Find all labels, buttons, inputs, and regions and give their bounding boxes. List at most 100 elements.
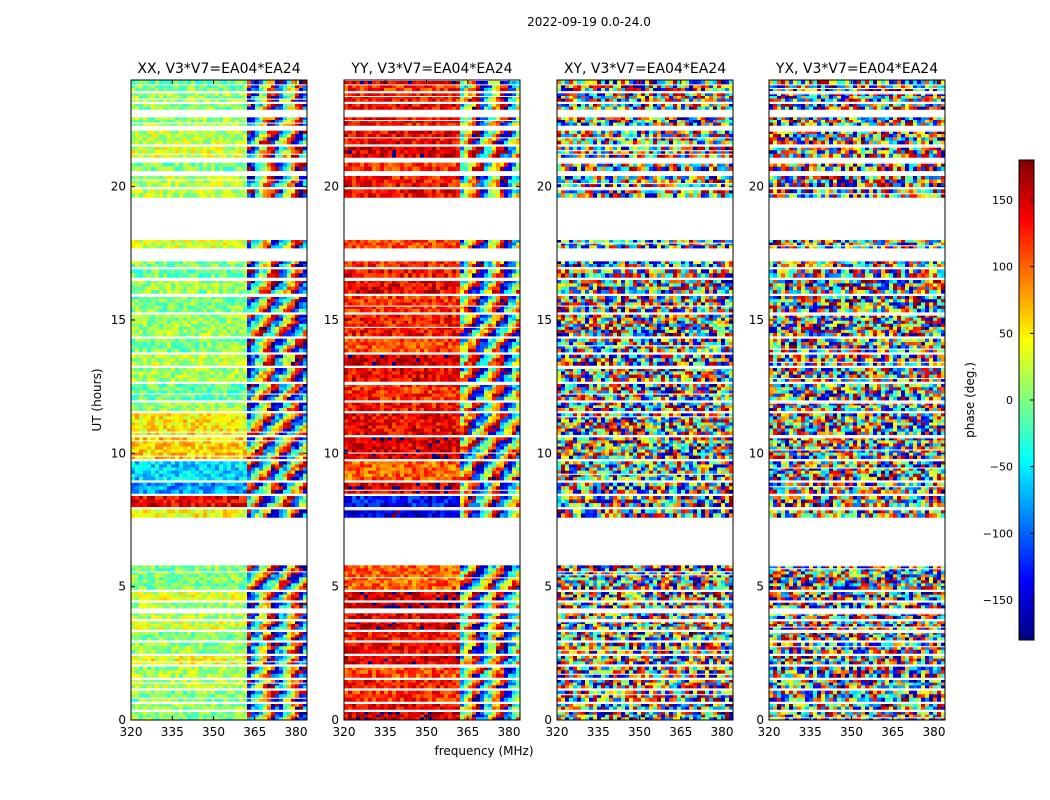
heatmap-cell <box>187 396 192 401</box>
heatmap-cell <box>211 308 216 313</box>
heatmap-cell <box>235 489 240 494</box>
heatmap-cell <box>239 602 244 606</box>
heatmap-cell <box>251 358 256 363</box>
heatmap-cell <box>231 431 236 436</box>
heatmap-cell <box>279 422 284 426</box>
heatmap-cell <box>211 489 216 494</box>
heatmap-cell <box>159 354 164 359</box>
heatmap-cell <box>219 592 224 596</box>
heatmap-cell <box>275 368 280 372</box>
heatmap-cell <box>279 368 284 372</box>
heatmap-cell <box>239 387 244 391</box>
heatmap-cell <box>175 682 180 686</box>
heatmap-cell <box>195 416 200 420</box>
heatmap-cell <box>271 437 276 441</box>
heatmap-cell <box>291 690 296 695</box>
heatmap-cell <box>251 428 256 433</box>
heatmap-cell <box>155 452 160 457</box>
heatmap-cell <box>271 580 276 584</box>
heatmap-cell <box>247 632 252 636</box>
heatmap-cell <box>187 661 192 665</box>
heatmap-cell <box>263 428 268 433</box>
heatmap-cell <box>299 299 304 303</box>
heatmap-cell <box>275 580 280 584</box>
heatmap-cell <box>283 694 288 699</box>
heatmap-cell <box>235 296 240 300</box>
heatmap-cell <box>199 482 204 487</box>
heatmap-cell <box>251 670 256 675</box>
heatmap-cell <box>251 342 256 346</box>
heatmap-cell <box>155 621 160 625</box>
heatmap-cell <box>239 242 244 246</box>
heatmap-cell <box>135 586 140 590</box>
heatmap-cell <box>199 286 204 291</box>
heatmap-cell <box>275 673 280 678</box>
heatmap-cell <box>287 621 292 625</box>
heatmap-cell <box>255 646 260 651</box>
heatmap-cell <box>179 428 184 433</box>
heatmap-cell <box>163 317 168 322</box>
heatmap-cell <box>231 592 236 596</box>
heatmap-cell <box>155 431 160 436</box>
heatmap-cell <box>167 245 172 249</box>
heatmap-cell <box>275 440 280 444</box>
heatmap-cell <box>299 717 304 721</box>
heatmap-cell <box>271 489 276 494</box>
heatmap-cell <box>191 470 196 475</box>
heatmap-cell <box>179 378 184 382</box>
heatmap-cell <box>183 308 188 313</box>
heatmap-cell <box>175 193 180 198</box>
heatmap-cell <box>263 290 268 294</box>
heatmap-cell <box>255 396 260 401</box>
heatmap-cell <box>275 422 280 426</box>
heatmap-cell <box>231 245 236 249</box>
heatmap-cell <box>167 513 172 518</box>
heatmap-cell <box>303 425 308 429</box>
heatmap-cell <box>211 626 216 630</box>
heatmap-cell <box>235 616 240 620</box>
heatmap-cell <box>131 455 136 460</box>
heatmap-cell <box>195 189 200 194</box>
heatmap-cell <box>139 509 144 514</box>
heatmap-cell <box>247 694 252 699</box>
heatmap-cell <box>283 425 288 429</box>
heatmap-cell <box>239 358 244 363</box>
heatmap-cell <box>223 320 228 325</box>
heatmap-cell <box>187 449 192 453</box>
heatmap-cell <box>263 656 268 660</box>
heatmap-cell <box>207 354 212 359</box>
heatmap-cell <box>251 717 256 721</box>
heatmap-cell <box>167 440 172 444</box>
heatmap-cell <box>207 624 212 628</box>
heatmap-cell <box>239 326 244 331</box>
heatmap-cell <box>179 489 184 494</box>
heatmap-cell <box>135 670 140 675</box>
heatmap-cell <box>211 305 216 310</box>
heatmap-cell <box>207 499 212 504</box>
heatmap-cell <box>183 413 188 417</box>
heatmap-cell <box>223 338 228 343</box>
heatmap-cell <box>207 632 212 636</box>
heatmap-cell <box>215 649 220 654</box>
heatmap-cell <box>267 624 272 628</box>
heatmap-cell <box>131 286 136 291</box>
heatmap-cell <box>175 455 180 460</box>
heatmap-cell <box>255 323 260 328</box>
heatmap-cell <box>215 697 220 702</box>
heatmap-cell <box>243 314 248 319</box>
heatmap-cell <box>279 594 284 598</box>
heatmap-cell <box>291 419 296 423</box>
heatmap-cell <box>143 269 148 274</box>
heatmap-cell <box>171 464 176 468</box>
heatmap-cell <box>167 461 172 465</box>
heatmap-cell <box>147 602 152 606</box>
heatmap-cell <box>151 428 156 433</box>
heatmap-cell <box>211 473 216 478</box>
heatmap-cell <box>135 685 140 689</box>
heatmap-cell <box>303 656 308 660</box>
heatmap-cell <box>199 345 204 350</box>
heatmap-cell <box>143 176 148 180</box>
heatmap-cell <box>155 299 160 303</box>
heatmap-cell <box>267 299 272 303</box>
heatmap-cell <box>143 428 148 433</box>
